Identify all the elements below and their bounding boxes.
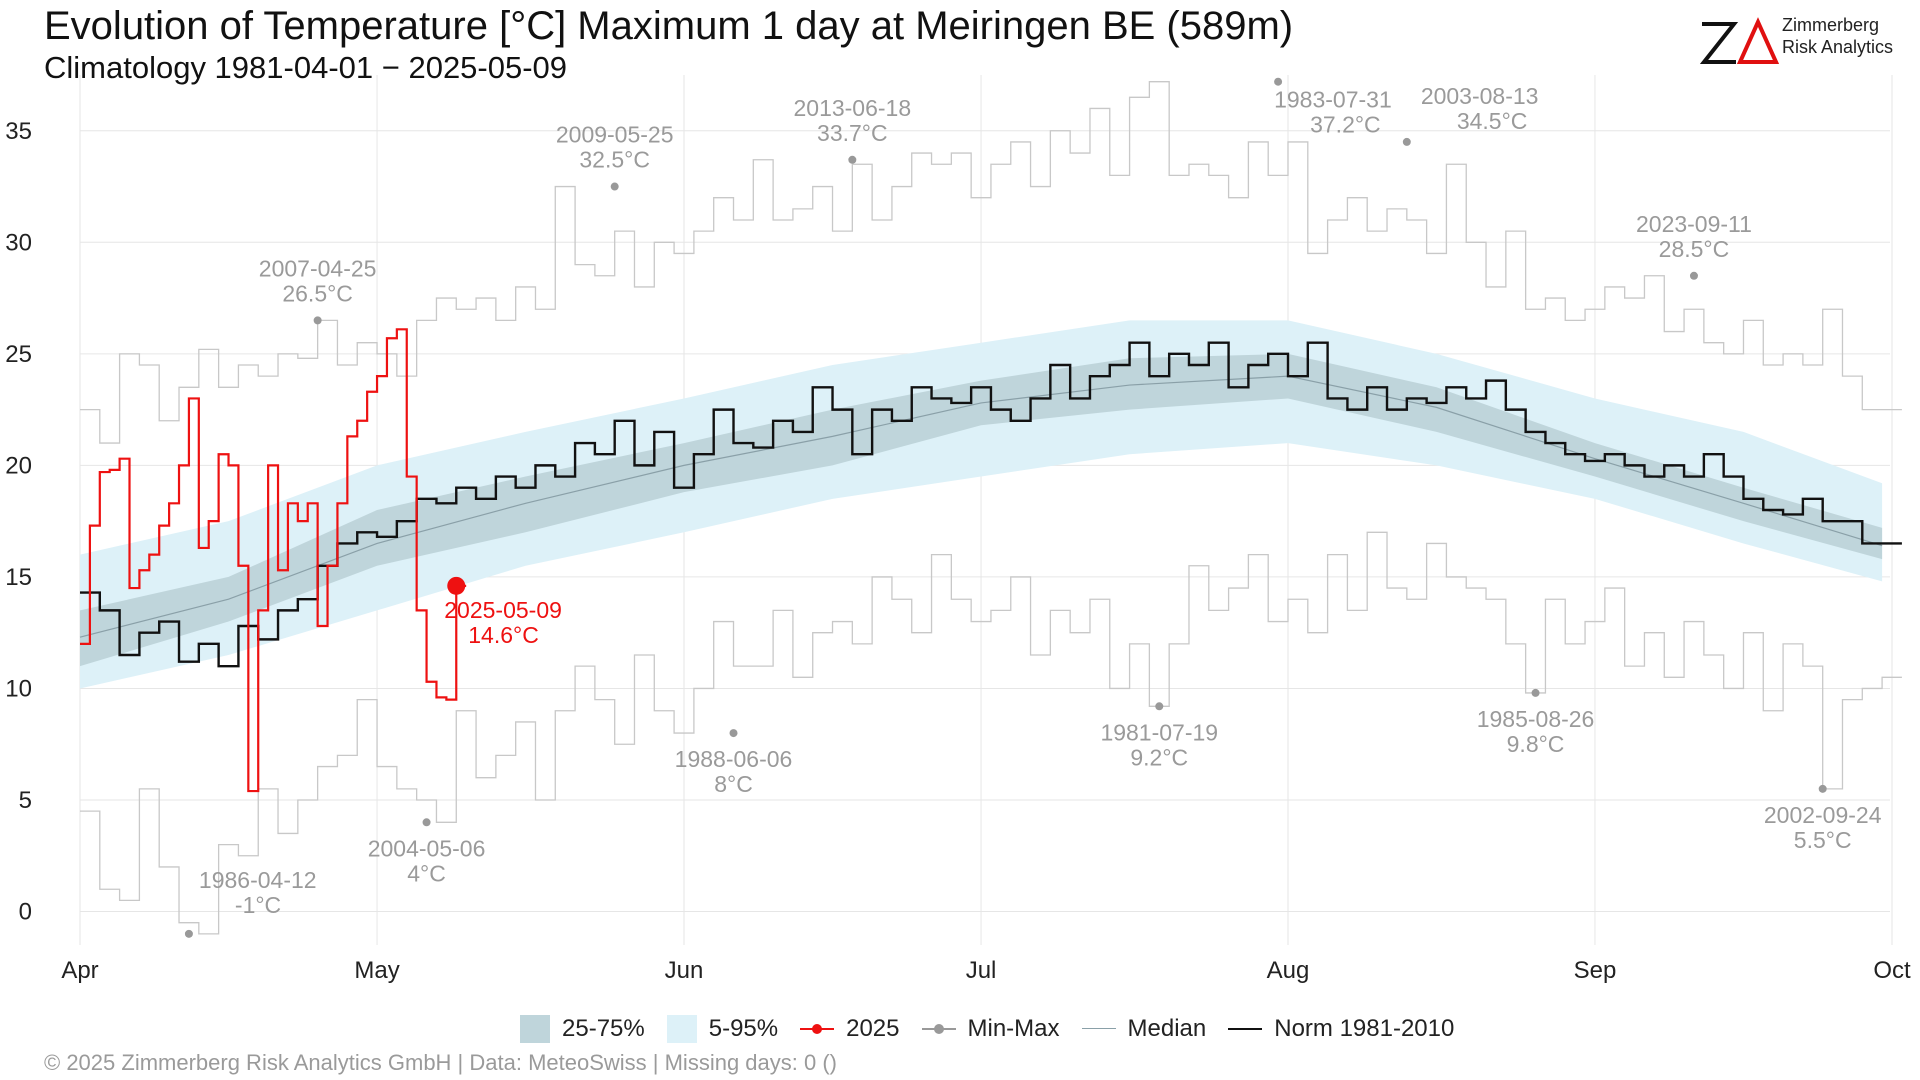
y-tick-label: 35 [5, 118, 32, 145]
record-point [729, 729, 738, 738]
logo-text: Zimmerberg Risk Analytics [1782, 14, 1893, 58]
legend-label-minmax: Min-Max [967, 1015, 1060, 1042]
record-date-label: 1981-07-19 [1100, 719, 1218, 745]
record-date-label: 2009-05-25 [556, 122, 674, 148]
record-value-label: 33.7°C [817, 120, 888, 146]
legend-label-band-inner: 25-75% [562, 1015, 645, 1042]
record-value-label: 37.2°C [1310, 112, 1381, 138]
y-tick-label: 10 [5, 675, 32, 702]
record-value-label: 26.5°C [282, 280, 353, 306]
footer-caption: © 2025 Zimmerberg Risk Analytics GmbH | … [44, 1050, 837, 1075]
x-tick-label: Oct [1873, 957, 1911, 984]
logo-icon [1700, 17, 1780, 64]
y-tick-label: 25 [5, 341, 32, 368]
record-date-label: 2023-09-11 [1636, 211, 1752, 237]
record-point [848, 155, 857, 164]
legend-label-band-outer: 5-95% [708, 1015, 779, 1042]
x-tick-label: Apr [61, 957, 98, 984]
legend-swatch-band-inner [520, 1015, 550, 1043]
series-2025-line [80, 328, 467, 793]
record-date-label: 2004-05-06 [368, 835, 486, 861]
record-point [1402, 137, 1411, 146]
chart-subtitle: Climatology 1981-04-01 − 2025-05-09 [44, 50, 568, 85]
record-date-label: 2013-06-18 [793, 95, 911, 121]
current-date-label: 2025-05-09 [444, 597, 562, 623]
record-point [1155, 702, 1164, 711]
y-tick-label: 0 [19, 899, 32, 926]
legend-label-current-year: 2025 [846, 1015, 900, 1042]
record-value-label: 9.2°C [1130, 744, 1188, 770]
record-value-label: 5.5°C [1794, 827, 1852, 853]
legend-item-current-year: 2025 [800, 1015, 900, 1043]
logo-line-1: Zimmerberg [1782, 15, 1880, 35]
y-tick-label: 20 [5, 452, 32, 479]
series-min-line [80, 531, 1902, 935]
legend-label-norm: Norm 1981-2010 [1274, 1015, 1455, 1042]
series-median-line [79, 375, 1883, 638]
record-date-label: 1983-07-31 [1274, 87, 1392, 113]
series-norm-line [80, 341, 1902, 668]
record-date-label: 1986-04-12 [199, 867, 317, 893]
record-point [184, 929, 193, 938]
record-date-label: 1985-08-26 [1477, 706, 1595, 732]
record-point [1818, 784, 1827, 793]
x-tick-label: Jun [665, 957, 704, 984]
band-25-75 [80, 353, 1883, 667]
record-date-label: 2002-09-24 [1764, 802, 1882, 828]
legend-item-minmax: Min-Max [921, 1015, 1060, 1043]
legend-line-minmax [921, 1019, 956, 1039]
record-date-label: 2003-08-13 [1421, 83, 1539, 109]
current-2025-point [447, 576, 466, 595]
legend-item-band-inner: 25-75% [520, 1015, 645, 1043]
record-value-label: 9.8°C [1507, 731, 1565, 757]
legend-line-median [1081, 1019, 1116, 1039]
record-point [1689, 271, 1698, 280]
legend-label-median: Median [1127, 1015, 1207, 1042]
record-point [313, 316, 322, 325]
record-point [422, 818, 431, 827]
y-tick-label: 30 [5, 229, 32, 256]
legend-item-norm: Norm 1981-2010 [1228, 1015, 1454, 1043]
record-value-label: 4°C [407, 860, 446, 886]
chart-title: Evolution of Temperature [°C] Maximum 1 … [44, 4, 1294, 48]
record-value-label: 8°C [714, 771, 753, 797]
record-value-label: 28.5°C [1659, 236, 1730, 262]
series-max-line [80, 81, 1902, 444]
y-tick-label: 5 [19, 787, 32, 814]
legend-line-norm [1228, 1019, 1263, 1039]
x-tick-label: May [354, 957, 399, 984]
legend-line-current-year [800, 1019, 835, 1039]
y-tick-label: 15 [5, 564, 32, 591]
current-value-label: 14.6°C [468, 622, 539, 648]
record-value-label: 32.5°C [579, 147, 650, 173]
x-tick-label: Aug [1267, 957, 1310, 984]
record-point [1274, 77, 1283, 86]
legend-swatch-band-outer [666, 1015, 697, 1043]
temperature-chart: 0 5 10 15 20 25 30 35 Apr May Jun Jul Aug Sep Oct 2007-… [5, 75, 1911, 984]
record-value-label: 34.5°C [1457, 108, 1528, 134]
logo-line-2: Risk Analytics [1782, 37, 1894, 57]
legend-item-median: Median [1081, 1015, 1207, 1043]
record-point [1531, 688, 1540, 697]
x-tick-label: Jul [966, 957, 997, 984]
record-value-label: -1°C [235, 892, 281, 918]
record-date-label: 1988-06-06 [675, 746, 793, 772]
legend-item-band-outer: 5-95% [666, 1015, 779, 1043]
record-date-label: 2007-04-25 [259, 255, 377, 281]
record-point [610, 182, 619, 191]
x-tick-label: Sep [1574, 957, 1617, 984]
legend: 25-75% 5-95% 2025 Min-Max Median Norm 19… [520, 1012, 1476, 1046]
